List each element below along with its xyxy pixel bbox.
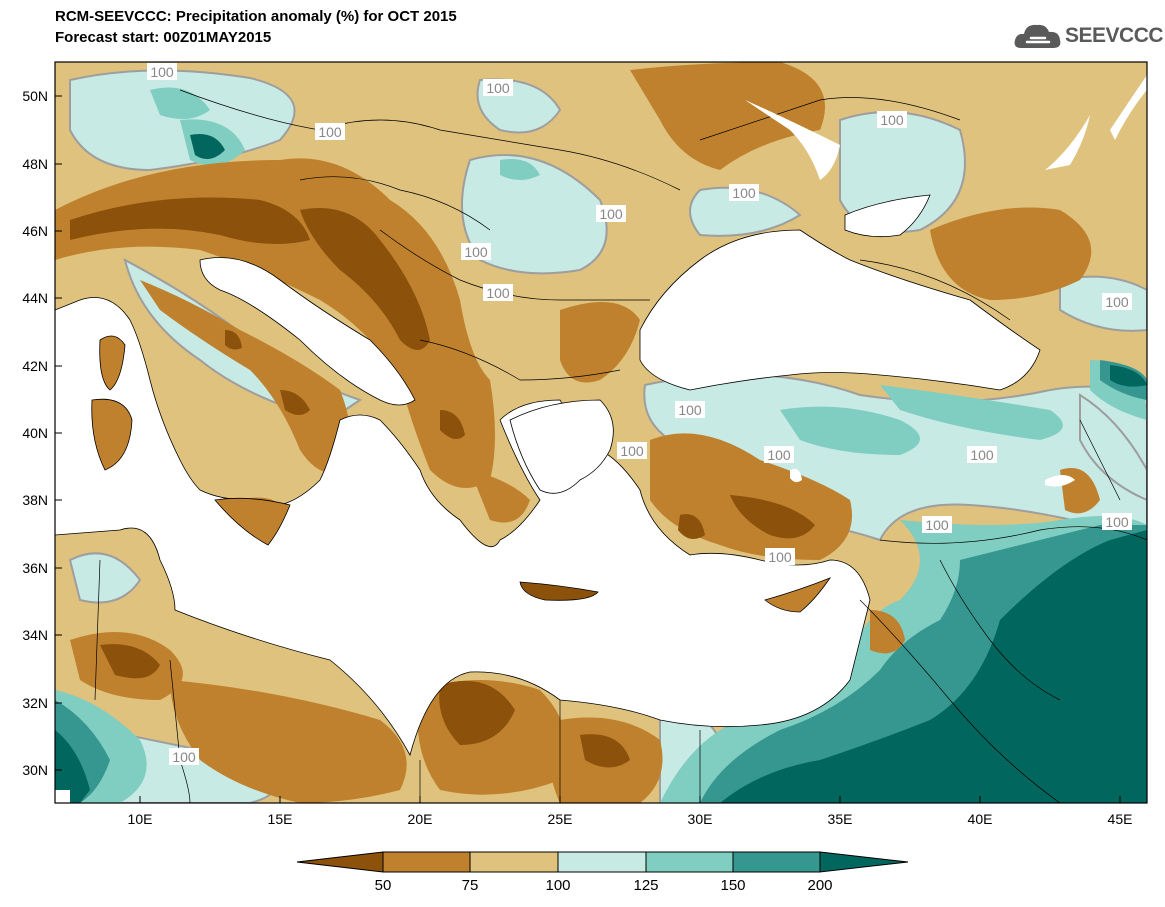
- anomaly-band-above-200: [55, 134, 1147, 803]
- contour-label: 100: [767, 447, 791, 463]
- sea-mask: [55, 194, 1041, 757]
- contour-label-box: [1102, 293, 1132, 310]
- colorbar-segment: [296, 851, 384, 873]
- colorbar-segment: [557, 851, 647, 873]
- map-title: RCM-SEEVCCC: Precipitation anomaly (%) f…: [55, 8, 457, 25]
- contour-label-box: [675, 401, 705, 418]
- contour-label-box: [1102, 513, 1132, 530]
- contour-label: 100: [150, 64, 174, 80]
- lat-label: 30N: [22, 762, 48, 778]
- anomaly-band-below-50: [70, 197, 815, 768]
- colorbar-tick-label: 200: [807, 877, 832, 894]
- lat-label: 40N: [22, 425, 48, 441]
- cloud-icon: [1014, 24, 1061, 48]
- contour-label: 100: [620, 443, 644, 459]
- contour-label: 100: [732, 185, 756, 201]
- contour-label: 100: [486, 285, 510, 301]
- contour-label: 100: [486, 80, 510, 96]
- lon-label: 25E: [548, 811, 573, 827]
- contour-label: 100: [925, 517, 949, 533]
- lon-label: 40E: [968, 811, 993, 827]
- contour-label-box: [147, 63, 177, 80]
- forecast-start: Forecast start: 00Z01MAY2015: [55, 29, 272, 46]
- longitude-axis: 10E 15E 20E 25E 30E 35E 40E 45E: [128, 796, 1133, 827]
- colorbar-tick-label: 150: [720, 877, 745, 894]
- contour-label-box: [967, 446, 997, 463]
- lat-label: 48N: [22, 156, 48, 172]
- contour-label: 100: [970, 447, 994, 463]
- contour-label-box: [765, 548, 795, 565]
- contour-label: 100: [318, 124, 342, 140]
- country-borders: [94, 89, 1147, 803]
- contour-label-box: [461, 243, 491, 260]
- colorbar-tick-label: 100: [545, 877, 570, 894]
- contour-label: 100: [172, 749, 196, 765]
- contour-label-box: [483, 79, 513, 96]
- logo-text: SEEVCCC: [1065, 24, 1164, 47]
- colorbar-segment: [382, 851, 471, 873]
- contour-label-box: [764, 446, 794, 463]
- lat-label: 34N: [22, 627, 48, 643]
- colorbar-tick-label: 50: [375, 877, 392, 894]
- lat-label: 38N: [22, 492, 48, 508]
- lat-label: 46N: [22, 223, 48, 239]
- contour-labels: 100 100 100 100 100 100 100 100 100 100 100 100 100 1…: [147, 63, 1132, 765]
- lon-label: 35E: [828, 811, 853, 827]
- lon-label: 10E: [128, 811, 153, 827]
- contour-label-box: [483, 284, 513, 301]
- contour-label: 100: [464, 244, 488, 260]
- lat-label: 50N: [22, 88, 48, 104]
- contour-label: 100: [880, 112, 904, 128]
- seevccc-logo: SEEVCCC: [1013, 18, 1164, 58]
- contour-label: 100: [599, 206, 623, 222]
- lon-label: 30E: [688, 811, 713, 827]
- colorbar-segment: [819, 851, 909, 873]
- lat-label: 36N: [22, 560, 48, 576]
- contour-label: 100: [1105, 514, 1129, 530]
- contour-label-box: [315, 123, 345, 140]
- lon-label: 20E: [408, 811, 433, 827]
- colorbar-segment: [469, 851, 559, 873]
- colorbar-segment: [732, 851, 821, 873]
- contour-label-box: [922, 516, 952, 533]
- islands: [91, 335, 832, 613]
- colorbar-legend: 50 75 100 125 150 200: [296, 851, 909, 894]
- no-data-patches: [55, 75, 1147, 803]
- lat-label: 32N: [22, 695, 48, 711]
- latitude-axis: 50N 48N 46N 44N 42N 40N 38N 36N 34N 32N 30N: [22, 88, 62, 778]
- contour-label: 100: [678, 402, 702, 418]
- contour-label: 100: [1105, 294, 1129, 310]
- colorbar-tick-label: 125: [633, 877, 658, 894]
- contour-label-box: [617, 442, 647, 459]
- lat-label: 42N: [22, 358, 48, 374]
- lon-label: 45E: [1108, 811, 1133, 827]
- colorbar-segment: [645, 851, 734, 873]
- contour-label-box: [877, 111, 907, 128]
- colorbar-tick-label: 75: [462, 877, 479, 894]
- contour-label-box: [729, 184, 759, 201]
- contour-label-box: [596, 205, 626, 222]
- lat-label: 44N: [22, 290, 48, 306]
- contour-label-box: [169, 748, 199, 765]
- lon-label: 15E: [268, 811, 293, 827]
- contour-label: 100: [768, 549, 792, 565]
